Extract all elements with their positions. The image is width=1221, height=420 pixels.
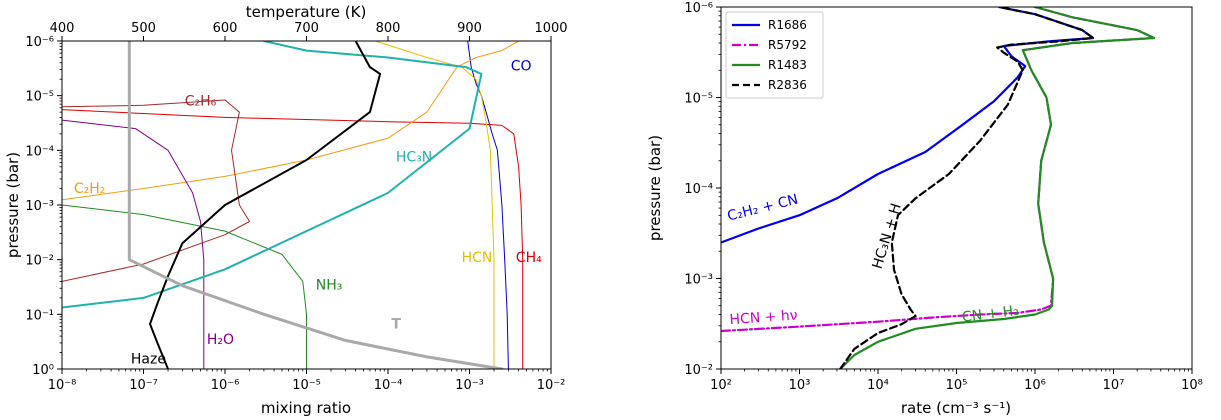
legend-label-r2836: R2836 bbox=[768, 78, 807, 92]
series-line-h-o bbox=[62, 119, 205, 369]
series-line-t bbox=[127, 41, 504, 369]
y-tick-label: 10⁻² bbox=[25, 254, 54, 269]
curve-label-ch: CH₄ bbox=[516, 250, 542, 266]
x-tick-label: 10⁻⁴ bbox=[374, 378, 403, 393]
curve-label-c-h: C₂H₂ bbox=[74, 181, 106, 197]
curve-label-hc-n-h: HC₃N + H bbox=[870, 202, 905, 271]
series-line-ch bbox=[62, 109, 524, 369]
y-tick-label: 10⁻³ bbox=[684, 273, 713, 288]
x-tick-label: 10⁴ bbox=[867, 378, 889, 393]
y-tick-label: 10⁻⁶ bbox=[25, 35, 54, 50]
y-tick-label: 10⁻⁴ bbox=[684, 182, 713, 197]
right-x-axis-label: rate (cm⁻³ s⁻¹) bbox=[901, 399, 1011, 417]
top-tick-label: 600 bbox=[213, 21, 238, 36]
top-tick-label: 400 bbox=[50, 21, 75, 36]
left-x-ticks: 10⁻⁸ 10⁻⁷ 10⁻⁶ 10⁻⁵ 10⁻⁴ 10⁻³ 10⁻² bbox=[48, 369, 566, 393]
series-line-r1483 bbox=[839, 7, 1156, 369]
right-y-ticks: 10⁻² 10⁻³ 10⁻⁴ 10⁻⁵ 10⁻⁶ bbox=[684, 1, 721, 378]
y-tick-label: 10⁻⁴ bbox=[25, 144, 54, 159]
curve-label-hc-n: HC₃N bbox=[396, 150, 432, 166]
y-tick-label: 10⁻² bbox=[684, 363, 713, 378]
legend-label-r1483: R1483 bbox=[768, 58, 807, 72]
legend-label-r1686: R1686 bbox=[768, 18, 807, 32]
left-y-ticks: 10⁰ 10⁻¹ 10⁻² 10⁻³ 10⁻⁴ 10⁻⁵ 10⁻⁶ bbox=[25, 35, 62, 378]
left-curve-labels: CO CH₄ HCN C₂H₂ C₂H₆ NH₃ H₂O HC₃N Haze T bbox=[74, 59, 542, 368]
left-top-axis-label: temperature (K) bbox=[246, 3, 367, 21]
series-line-hcn bbox=[374, 41, 495, 369]
left-top-ticks: 400 500 600 700 800 900 1000 bbox=[50, 21, 568, 41]
series-line-c-h bbox=[62, 99, 250, 282]
curve-label-hcn-h: HCN + hν bbox=[729, 307, 798, 328]
y-tick-label: 10⁻⁶ bbox=[684, 1, 713, 16]
series-line-hc-n bbox=[62, 41, 483, 309]
left-y-axis-label: pressure (bar) bbox=[4, 152, 22, 258]
y-tick-label: 10⁰ bbox=[32, 363, 54, 378]
x-tick-label: 10⁵ bbox=[946, 378, 968, 393]
right-y-axis-label: pressure (bar) bbox=[646, 135, 664, 241]
curve-label-haze: Haze bbox=[131, 352, 166, 368]
curve-label-t: T bbox=[391, 316, 401, 332]
curve-label-h-o: H₂O bbox=[207, 332, 234, 348]
x-tick-label: 10³ bbox=[789, 378, 811, 393]
x-tick-label: 10⁻³ bbox=[455, 378, 484, 393]
series-line-r2836 bbox=[839, 7, 1095, 369]
x-tick-label: 10⁸ bbox=[1181, 378, 1203, 393]
right-series bbox=[721, 7, 1156, 369]
x-tick-label: 10⁶ bbox=[1024, 378, 1046, 393]
curve-label-nh: NH₃ bbox=[316, 277, 343, 293]
curve-label-cn-h: CN + H₂ bbox=[961, 303, 1020, 326]
right-x-ticks: 10² 10³ 10⁴ 10⁵ 10⁶ 10⁷ 10⁸ bbox=[710, 369, 1203, 393]
x-tick-label: 10⁻⁸ bbox=[48, 378, 77, 393]
series-line-nh bbox=[62, 204, 307, 369]
x-tick-label: 10⁻⁵ bbox=[292, 378, 321, 393]
top-tick-label: 800 bbox=[376, 21, 401, 36]
x-tick-label: 10⁻⁷ bbox=[129, 378, 158, 393]
top-tick-label: 900 bbox=[457, 21, 482, 36]
left-series bbox=[62, 41, 524, 369]
series-line-haze bbox=[149, 41, 382, 369]
curve-label-hcn: HCN bbox=[462, 250, 493, 266]
x-tick-label: 10² bbox=[710, 378, 732, 393]
series-line-c-h bbox=[62, 41, 520, 201]
x-tick-label: 10⁻² bbox=[537, 378, 566, 393]
left-panel: CO CH₄ HCN C₂H₂ C₂H₆ NH₃ H₂O HC₃N Haze T 10⁻⁸ 10⁻⁷… bbox=[4, 3, 568, 417]
y-tick-label: 10⁻⁵ bbox=[25, 90, 54, 105]
y-tick-label: 10⁻³ bbox=[25, 199, 54, 214]
x-tick-label: 10⁷ bbox=[1103, 378, 1125, 393]
curve-label-c-h: C₂H₆ bbox=[185, 93, 217, 109]
legend-box bbox=[725, 11, 824, 99]
y-tick-label: 10⁻¹ bbox=[25, 308, 54, 323]
top-tick-label: 700 bbox=[294, 21, 319, 36]
x-tick-label: 10⁻⁶ bbox=[211, 378, 240, 393]
top-tick-label: 1000 bbox=[534, 21, 567, 36]
legend: R1686 R5792 R1483 R2836 bbox=[725, 11, 824, 99]
series-line-co bbox=[467, 41, 509, 369]
curve-label-co: CO bbox=[511, 59, 532, 75]
left-x-axis-label: mixing ratio bbox=[261, 399, 351, 417]
y-tick-label: 10⁻⁵ bbox=[684, 92, 713, 107]
legend-label-r5792: R5792 bbox=[768, 38, 807, 52]
top-tick-label: 500 bbox=[131, 21, 156, 36]
